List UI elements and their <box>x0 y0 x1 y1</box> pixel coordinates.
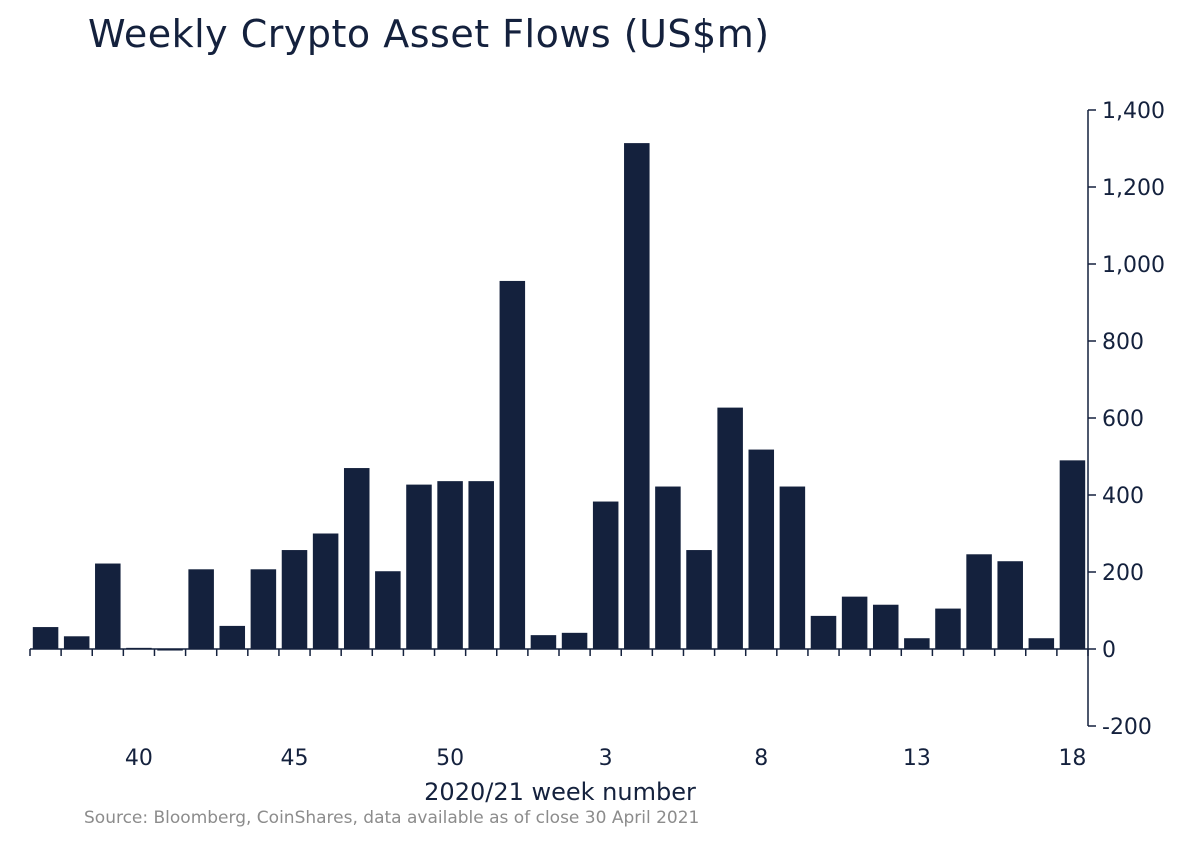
bar-week-39 <box>63 636 90 649</box>
bar-week-53 <box>499 280 526 649</box>
bar-week-7 <box>717 407 743 649</box>
bar-week-42 <box>157 649 183 651</box>
bar-week-48 <box>343 468 370 649</box>
bar-week-4 <box>624 143 650 650</box>
x-tick-label-50: 50 <box>436 746 464 771</box>
x-tick-label-8: 8 <box>754 746 768 771</box>
source-note: Source: Bloomberg, CoinShares, data avai… <box>84 808 700 828</box>
bar-week-1 <box>530 635 557 649</box>
bar-week-10 <box>810 615 837 649</box>
y-axis: 1,400 1,200 1,000 800 600 400 200 0 -200 <box>1087 99 1165 740</box>
y-tick-label: 1,000 <box>1102 253 1165 278</box>
bar-week-18 <box>1059 460 1086 649</box>
bar-week-43 <box>188 569 214 649</box>
y-tick-label: 400 <box>1102 484 1144 509</box>
bar-week-46 <box>281 550 308 649</box>
x-tick-label-40: 40 <box>125 746 153 771</box>
bar-week-11 <box>841 596 868 649</box>
x-tick-label-18: 18 <box>1058 746 1086 771</box>
bar-week-16 <box>997 561 1023 649</box>
bar-week-44 <box>219 625 246 649</box>
bar-week-8 <box>748 449 775 649</box>
y-tick-label: 1,200 <box>1102 176 1165 201</box>
x-tick-label-45: 45 <box>281 746 309 771</box>
bar-week-5 <box>655 486 681 649</box>
bar-week-17 <box>1028 638 1055 649</box>
y-tick-label: 800 <box>1102 330 1144 355</box>
chart-title: Weekly Crypto Asset Flows (US$m) <box>88 12 770 56</box>
bar-week-6 <box>686 550 712 649</box>
bar-week-38 <box>32 627 59 649</box>
y-tick-label: 600 <box>1102 407 1144 432</box>
y-tick-label: -200 <box>1102 715 1152 740</box>
bar-week-2 <box>561 632 588 649</box>
bar-week-9 <box>779 486 806 649</box>
bar-week-12 <box>872 604 899 649</box>
bar-week-47 <box>312 533 339 649</box>
bar-week-15 <box>966 554 992 649</box>
y-tick-label: 1,400 <box>1102 99 1165 124</box>
x-tick-label-13: 13 <box>903 746 931 771</box>
bar-week-49 <box>375 571 401 649</box>
bar-week-3 <box>592 501 619 649</box>
x-axis: 40 45 50 3 8 13 18 <box>29 648 1089 771</box>
x-axis-title: 2020/21 week number <box>424 778 696 806</box>
bar-week-14 <box>935 608 961 649</box>
y-tick-label: 0 <box>1102 638 1116 663</box>
bar-week-45 <box>250 569 277 649</box>
bars-group <box>32 143 1086 651</box>
bar-week-51 <box>437 481 463 649</box>
bar-week-52 <box>468 481 494 649</box>
bar-week-40 <box>95 563 121 649</box>
x-tick-label-3: 3 <box>599 746 613 771</box>
bar-week-50 <box>406 484 432 649</box>
bar-week-13 <box>904 638 930 649</box>
y-tick-label: 200 <box>1102 561 1144 586</box>
